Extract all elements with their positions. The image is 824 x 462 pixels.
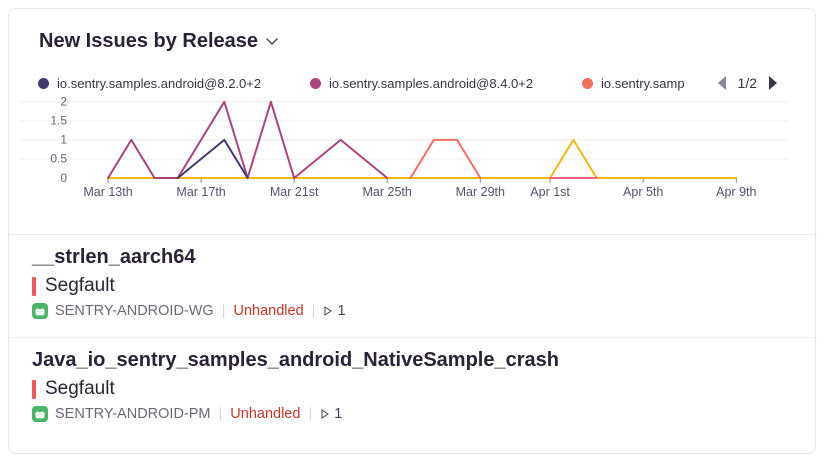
svg-text:Apr 1st: Apr 1st [530, 185, 570, 199]
svg-text:0: 0 [60, 171, 67, 185]
svg-text:Apr 5th: Apr 5th [623, 185, 663, 199]
svg-text:Mar 21st: Mar 21st [270, 185, 319, 199]
svg-text:Mar 25th: Mar 25th [363, 185, 412, 199]
svg-text:Mar 13th: Mar 13th [83, 185, 132, 199]
svg-text:1: 1 [60, 133, 67, 147]
svg-text:Mar 17th: Mar 17th [176, 185, 225, 199]
svg-text:2: 2 [60, 96, 67, 109]
svg-text:Mar 29th: Mar 29th [456, 185, 505, 199]
svg-text:1.5: 1.5 [50, 114, 67, 128]
svg-text:Apr 9th: Apr 9th [716, 185, 756, 199]
svg-text:0.5: 0.5 [50, 152, 67, 166]
